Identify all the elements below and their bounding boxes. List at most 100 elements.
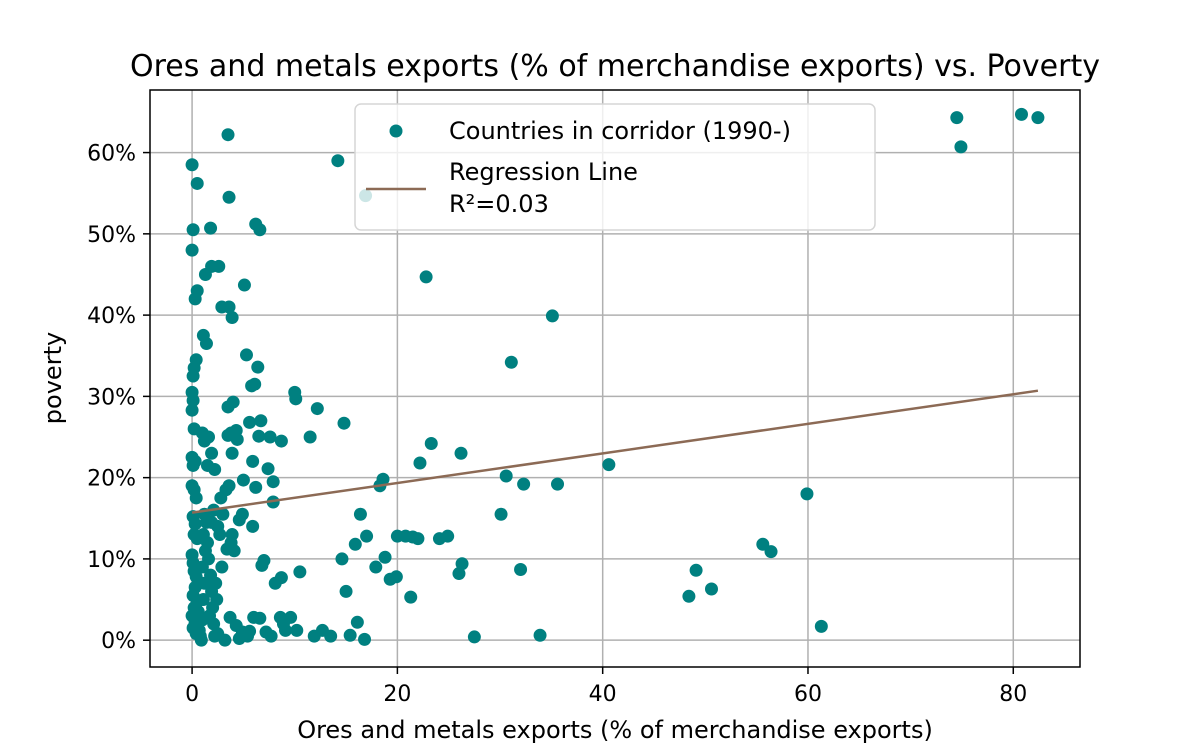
scatter-point — [186, 458, 200, 472]
scatter-point — [251, 360, 265, 374]
scatter-point — [954, 140, 968, 154]
legend-box — [354, 103, 876, 231]
scatter-point — [551, 477, 565, 491]
scatter-points — [185, 107, 1045, 647]
scatter-point — [225, 311, 239, 325]
scatter-point — [274, 434, 288, 448]
scatter-point — [239, 348, 253, 362]
scatter-point — [499, 469, 513, 483]
scatter-point — [264, 629, 278, 643]
scatter-point — [222, 300, 236, 314]
scatter-point — [353, 507, 367, 521]
scatter-point — [389, 570, 403, 584]
scatter-point — [293, 565, 307, 579]
scatter-point — [222, 190, 236, 204]
scatter-point — [704, 582, 718, 596]
scatter-point — [194, 633, 208, 647]
y-tick-label: 10% — [87, 548, 136, 573]
chart-title: Ores and metals exports (% of merchandis… — [130, 49, 1100, 84]
regression-line — [191, 389, 1039, 514]
scatter-point — [246, 454, 260, 468]
scatter-point — [376, 472, 390, 486]
scatter-point — [276, 617, 290, 631]
scatter-point — [504, 355, 518, 369]
x-axis-label: Ores and metals exports (% of merchandis… — [297, 716, 933, 744]
scatter-point — [212, 259, 226, 273]
scatter-point — [310, 402, 324, 416]
scatter-point — [452, 567, 466, 581]
scatter-point — [190, 176, 204, 190]
scatter-point — [441, 529, 455, 543]
scatter-point — [494, 507, 508, 521]
y-tick-label: 30% — [87, 385, 136, 410]
scatter-point — [216, 507, 230, 521]
scatter-point — [205, 446, 219, 460]
scatter-point — [339, 584, 353, 598]
tick-layer: 0 20 40 60 80 0% 10% 20% 30% 40% 50% 60% — [87, 142, 1027, 707]
scatter-point — [348, 537, 362, 551]
scatter-point — [404, 590, 418, 604]
scatter-point — [764, 545, 778, 559]
y-axis-label: poverty — [39, 332, 67, 424]
scatter-point — [1014, 107, 1028, 121]
scatter-point — [266, 475, 280, 489]
scatter-point — [188, 517, 202, 531]
y-tick-label: 40% — [87, 304, 136, 329]
scatter-point — [226, 395, 240, 409]
scatter-point — [186, 223, 200, 237]
scatter-point — [185, 403, 199, 417]
scatter-point — [237, 278, 251, 292]
scatter-point — [602, 458, 616, 472]
scatter-point — [335, 552, 349, 566]
scatter-point — [253, 611, 267, 625]
scatter-point — [274, 571, 288, 585]
scatter-point — [689, 563, 703, 577]
legend-regression-label-line: Regression Line — [449, 158, 638, 186]
scatter-point — [221, 128, 235, 142]
scatter-point — [533, 628, 547, 642]
x-tick-label: 60 — [794, 682, 822, 707]
legend-regression-label: Regression Line R²=0.03 — [449, 158, 638, 218]
scatter-point — [218, 633, 232, 647]
y-tick-label: 20% — [87, 467, 136, 492]
scatter-point — [261, 462, 275, 476]
scatter-point — [545, 309, 559, 323]
scatter-point — [350, 615, 364, 629]
scatter-point — [411, 532, 425, 546]
scatter-point — [467, 630, 481, 644]
scatter-point — [252, 429, 266, 443]
scatter-point — [378, 550, 392, 564]
scatter-point — [209, 576, 223, 590]
scatter-point — [236, 473, 250, 487]
scatter-point — [246, 519, 260, 533]
scatter-point — [186, 369, 200, 383]
legend-scatter-marker — [389, 124, 403, 138]
scatter-point — [204, 221, 218, 235]
y-tick-label: 50% — [87, 223, 136, 248]
scatter-point — [202, 552, 216, 566]
scatter-point — [223, 610, 237, 624]
scatter-point — [189, 353, 203, 367]
legend: Countries in corridor (1990-) Regression… — [354, 103, 876, 231]
scatter-point — [215, 560, 229, 574]
scatter-point — [210, 593, 224, 607]
scatter-point — [199, 337, 213, 351]
scatter-point — [290, 623, 304, 637]
scatter-point — [200, 458, 214, 472]
scatter-point — [814, 619, 828, 633]
scatter-point — [245, 379, 259, 393]
scatter-point — [514, 562, 528, 576]
legend-scatter-label: Countries in corridor (1990-) — [449, 117, 791, 145]
plot-frame — [149, 89, 1081, 668]
scatter-point — [186, 393, 200, 407]
scatter-point — [243, 624, 257, 638]
scatter-point — [214, 491, 228, 505]
scatter-point — [343, 628, 357, 642]
x-tick-label: 40 — [589, 682, 617, 707]
scatter-point — [454, 446, 468, 460]
scatter-point — [249, 480, 263, 494]
scatter-point — [200, 536, 214, 550]
scatter-point — [369, 560, 383, 574]
scatter-point — [419, 270, 433, 284]
